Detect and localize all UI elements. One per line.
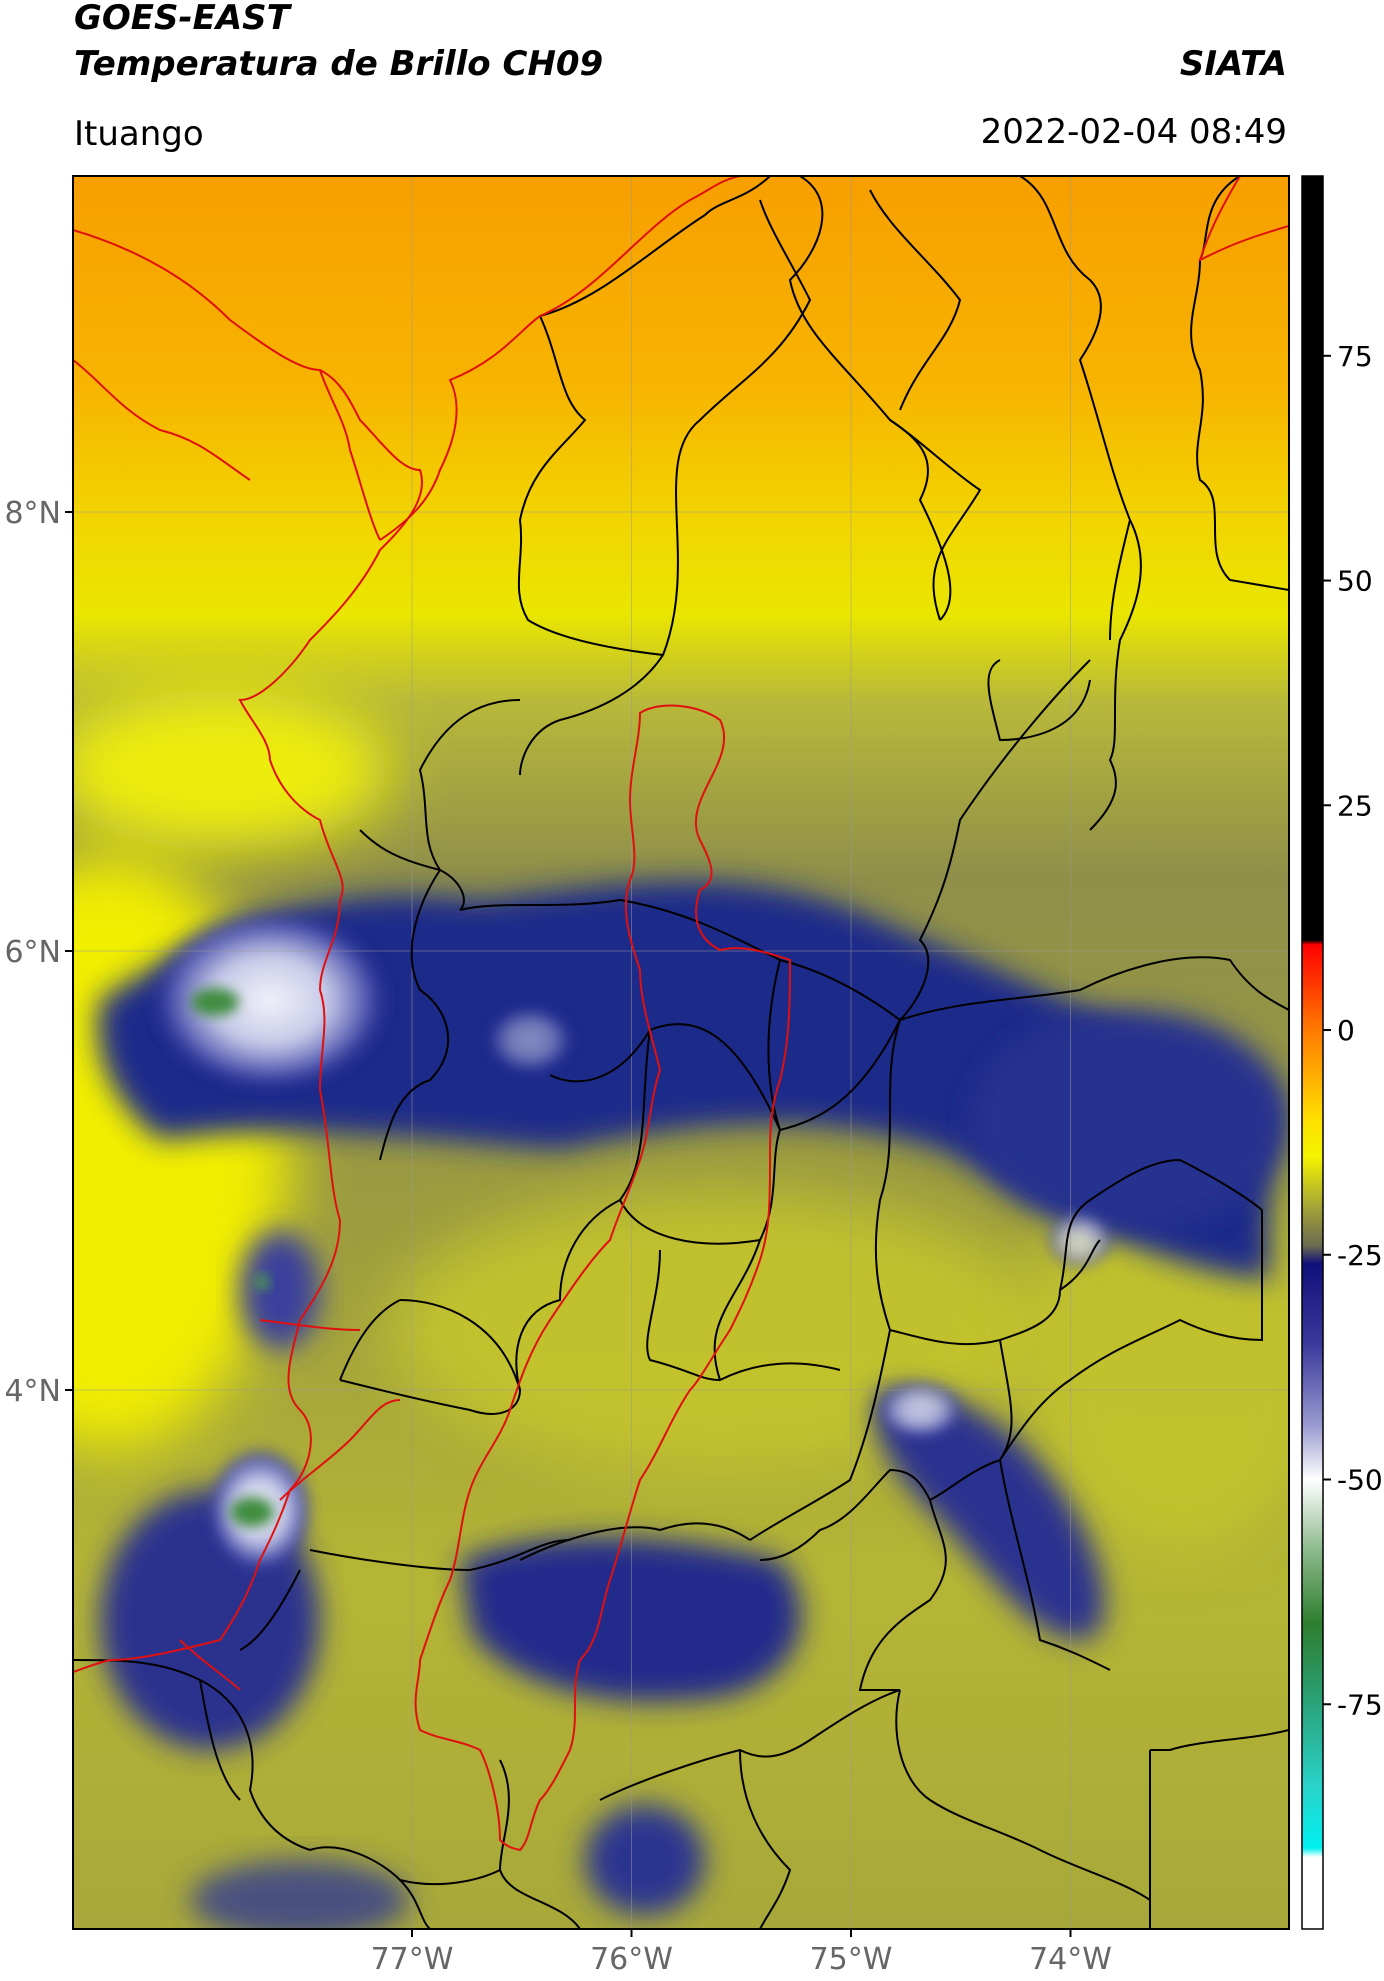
colorbar-tick-label: -25 xyxy=(1337,1239,1383,1272)
lat-tick-label: 8°N xyxy=(4,496,61,531)
lon-tick-label: 76°W xyxy=(590,1942,673,1977)
colorbar-tick-label: 25 xyxy=(1337,789,1373,822)
colorbar-tick-label: -50 xyxy=(1337,1464,1383,1497)
lon-tick-label: 77°W xyxy=(371,1942,454,1977)
brightness-temperature-field xyxy=(73,176,1289,1929)
colorbar-tick-label: 0 xyxy=(1337,1014,1355,1047)
department-borders xyxy=(73,176,1289,1929)
colorbar-scale xyxy=(1301,175,1324,1930)
lat-tick-label: 6°N xyxy=(4,935,61,970)
longitude-axis: 77°W 76°W 75°W 74°W xyxy=(371,1929,1112,1977)
lat-tick-label: 4°N xyxy=(4,1374,61,1409)
colorbar-tick-label: 75 xyxy=(1337,340,1373,373)
graticule xyxy=(73,176,1289,1929)
colorbar-tick-label: -75 xyxy=(1337,1688,1383,1721)
datetime-label: 2022-02-04 08:49 xyxy=(980,112,1287,152)
lon-tick-label: 75°W xyxy=(810,1942,893,1977)
title-satellite: GOES-EAST xyxy=(74,0,290,38)
colorbar-tick-label: 50 xyxy=(1337,565,1373,598)
colorbar: 75 50 25 0 -25 -50 -75 xyxy=(1301,175,1383,1930)
latitude-axis: 8°N 6°N 4°N xyxy=(4,496,73,1409)
region-label: Ituango xyxy=(74,114,204,154)
lon-tick-label: 74°W xyxy=(1029,1942,1112,1977)
agency-label: SIATA xyxy=(1179,44,1287,84)
title-product: Temperatura de Brillo CH09 xyxy=(74,44,604,84)
map-frame xyxy=(72,175,1290,1930)
coastline-and-basin xyxy=(73,176,1289,1852)
